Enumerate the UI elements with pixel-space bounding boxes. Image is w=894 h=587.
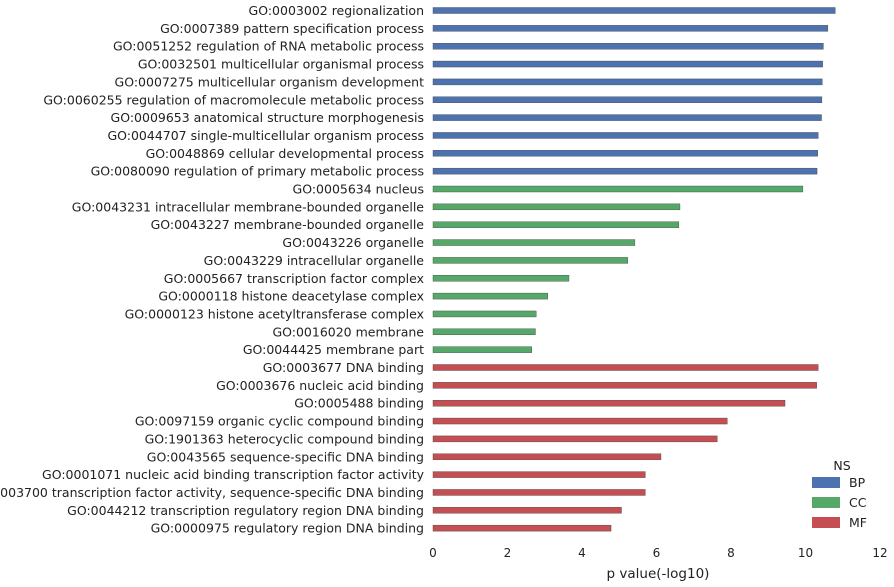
bar-22 [432,382,817,389]
category-label: GO:0097159 organic cyclic compound bindi… [135,414,424,429]
bar-1 [432,7,836,14]
bar-24 [432,417,728,425]
legend-swatch-bp [812,477,840,488]
category-label: GO:0000975 regulatory region DNA binding [151,521,424,536]
x-tick-label: 0 [429,546,437,560]
category-label: GO:0032501 multicellular organismal proc… [138,57,424,72]
bar-10 [432,167,818,175]
bar-9 [432,150,818,157]
category-label: GO:0043227 membrane-bounded organelle [151,217,425,232]
bar-15 [432,257,629,264]
category-label: GO:0009653 anatomical structure morphoge… [111,110,424,125]
category-label: GO:1901363 heterocyclic compound binding [145,431,424,446]
bar-12 [432,203,681,211]
legend-swatch-mf [812,517,840,528]
bar-5 [432,78,823,86]
bar-25 [432,435,718,443]
category-label: GO:0007275 multicellular organism develo… [115,74,425,89]
bar-14 [432,239,636,246]
bar-27 [432,471,646,478]
bar-8 [432,132,819,139]
x-tick-label: 12 [872,546,887,560]
category-label: GO:0048869 cellular developmental proces… [146,146,424,161]
x-tick-label: 10 [798,546,813,560]
category-label: GO:0003700 transcription factor activity… [0,485,424,500]
x-tick-label: 2 [504,546,512,560]
category-label: GO:0044425 membrane part [243,342,424,357]
category-label: GO:0060255 regulation of macromolecule m… [43,92,424,107]
x-tick-label: 6 [653,546,661,560]
bar-19 [432,328,536,335]
bar-29 [432,507,622,514]
bar-13 [432,221,680,228]
bar-16 [432,275,570,282]
category-label: GO:0007389 pattern specification process [160,21,424,36]
category-label: GO:0044212 transcription regulatory regi… [67,503,424,518]
x-tick-label: 8 [727,546,735,560]
category-label: GO:0043565 sequence-specific DNA binding [147,449,424,464]
category-label: GO:0016020 membrane [272,324,424,339]
category-label: GO:0003002 regionalization [249,3,424,18]
bar-17 [432,292,548,300]
x-tick-label: 4 [578,546,586,560]
legend: NS BP CC MF [812,458,867,530]
category-label: GO:0051252 regulation of RNA metabolic p… [113,39,424,54]
legend-swatch-cc [812,497,840,508]
bars [432,7,836,532]
bar-2 [432,25,829,32]
category-label: GO:0005667 transcription factor complex [164,271,424,286]
category-label: GO:0080090 regulation of primary metabol… [91,164,424,179]
bar-23 [432,400,786,407]
bar-3 [432,43,824,50]
bar-7 [432,114,822,121]
bar-4 [432,60,823,68]
category-label: GO:0044707 single-multicellular organism… [107,128,424,143]
bar-18 [432,310,537,318]
bar-20 [432,346,532,353]
category-label: GO:0000123 histone acetyltransferase com… [125,306,424,321]
category-label: GO:0043229 intracellular organelle [204,253,425,268]
legend-label-mf: MF [849,515,867,530]
bar-30 [432,524,612,532]
bar-26 [432,453,662,460]
category-label: GO:0003676 nucleic acid binding [216,378,424,393]
category-label: GO:0043231 intracellular membrane-bounde… [72,199,425,214]
category-label: GO:0005634 nucleus [293,182,424,197]
x-axis-label: p value(-log10) [607,566,710,582]
x-axis: p value(-log10) 0 2 4 6 8 10 12 [429,546,887,582]
category-labels: GO:0003002 regionalization GO:0007389 pat… [0,3,425,536]
legend-label-cc: CC [849,495,867,510]
bar-28 [432,489,646,496]
bar-6 [432,96,823,103]
category-label: GO:0043226 organelle [282,235,424,250]
bar-21 [432,364,819,371]
bar-11 [432,185,804,193]
category-label: GO:0005488 binding [294,396,424,411]
category-label: GO:0001071 nucleic acid binding transcri… [42,467,425,482]
legend-label-bp: BP [849,475,866,490]
category-label: GO:0003677 DNA binding [263,360,424,375]
legend-title: NS [833,458,850,473]
category-label: GO:0000118 histone deacetylase complex [158,289,424,304]
